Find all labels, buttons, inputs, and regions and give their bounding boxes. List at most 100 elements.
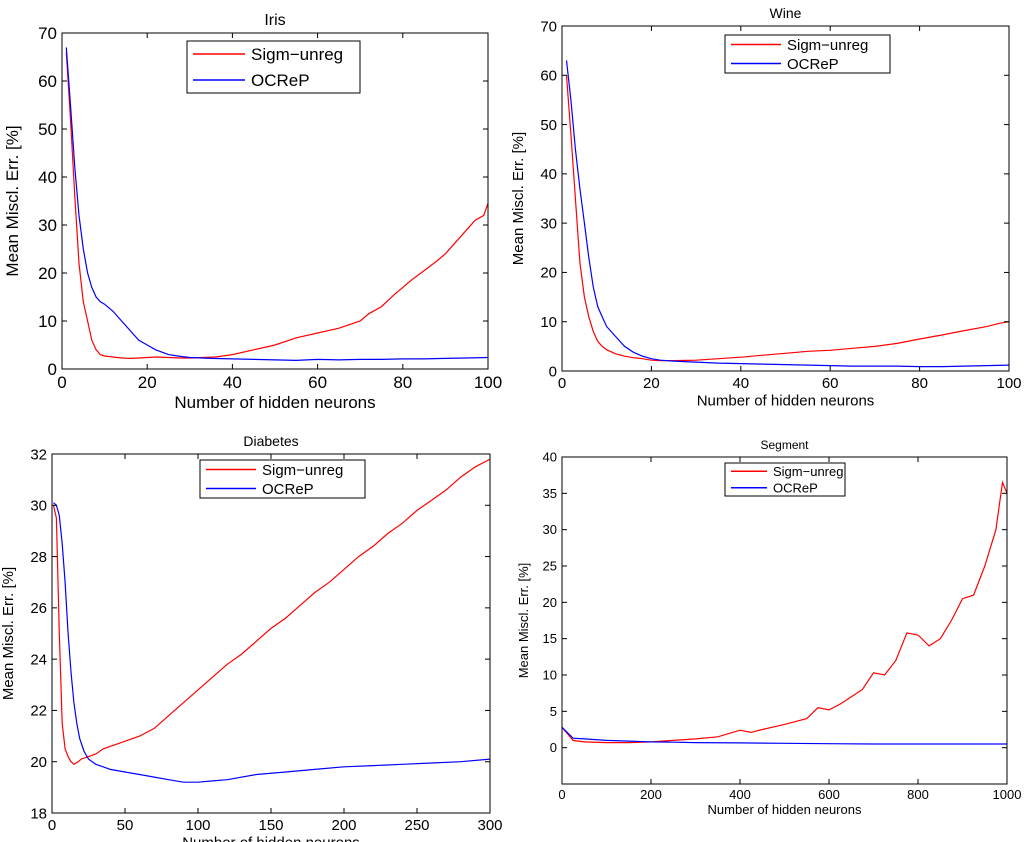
chart-wine: Wine 0 20 40 60 80 100 0 10 20 30 40 50 60 70 Number of… — [510, 5, 1022, 410]
chart-title: Diabetes — [243, 433, 298, 449]
x-tick-label: 150 — [258, 817, 283, 834]
x-tick-label: 250 — [404, 817, 429, 834]
y-tick-label: 10 — [38, 312, 57, 331]
x-axis-label: Number of hidden neurons — [697, 393, 875, 410]
y-tick-label: 10 — [540, 314, 557, 331]
y-tick-label: 18 — [30, 805, 47, 822]
y-tick-label: 15 — [543, 631, 557, 646]
x-tick-label: 0 — [558, 787, 565, 802]
series-line-ocrep — [53, 502, 490, 783]
axes-box — [51, 453, 491, 814]
y-tick-label: 0 — [550, 740, 557, 755]
x-tick-label: 40 — [732, 375, 749, 392]
y-tick-label: 30 — [38, 216, 57, 235]
chart-iris: Iris 0 20 40 60 80 100 0 10 20 30 40 50 60 70 Number of… — [3, 12, 502, 412]
y-tick-label: 25 — [543, 559, 557, 574]
series-line-ocrep — [565, 60, 1009, 368]
y-tick-label: 24 — [30, 651, 47, 668]
x-tick-label: 200 — [331, 817, 356, 834]
legend-box — [724, 34, 891, 74]
legend-label: OCReP — [251, 71, 310, 90]
chart-title: Segment — [760, 438, 809, 452]
legend-label: Sigm−unreg — [262, 462, 343, 479]
x-axis-label: Number of hidden neurons — [708, 802, 862, 817]
x-tick-label: 1000 — [993, 787, 1022, 802]
axes-box — [61, 32, 489, 370]
legend-box — [199, 459, 366, 499]
x-axis-label: Number of hidden neurons — [182, 835, 360, 842]
y-axis-label: Mean Miscl. Err. [%] — [3, 125, 22, 276]
y-tick-label: 32 — [30, 446, 47, 463]
y-tick-label: 40 — [38, 168, 57, 187]
axes-box — [561, 25, 1010, 372]
x-tick-label: 100 — [185, 817, 210, 834]
y-tick-label: 30 — [30, 498, 47, 515]
y-tick-label: 60 — [38, 72, 57, 91]
y-tick-label: 35 — [543, 486, 557, 501]
x-tick-label: 800 — [907, 787, 929, 802]
y-tick-label: 50 — [38, 120, 57, 139]
x-tick-label: 0 — [57, 373, 66, 392]
x-tick-label: 40 — [223, 373, 242, 392]
y-tick-label: 70 — [38, 24, 57, 43]
chart-segment: Segment 0 200 400 600 800 1000 0 5 10 15 20 25 30 35 40… — [516, 438, 1021, 817]
legend-label: OCReP — [787, 56, 839, 73]
y-tick-label: 60 — [540, 68, 557, 85]
y-tick-label: 30 — [540, 215, 557, 232]
x-tick-label: 80 — [911, 375, 928, 392]
y-tick-label: 40 — [543, 450, 557, 465]
y-axis-label: Mean Miscl. Err. [%] — [516, 563, 531, 679]
x-tick-label: 20 — [643, 375, 660, 392]
chart-title: Iris — [264, 12, 285, 29]
y-tick-label: 30 — [543, 522, 557, 537]
x-tick-label: 300 — [477, 817, 502, 834]
legend: Sigm−unreg OCReP — [199, 459, 366, 499]
series-line-sigm-unreg — [52, 458, 490, 766]
y-tick-label: 50 — [540, 117, 557, 134]
axes-box — [561, 456, 1008, 785]
x-tick-label: 100 — [474, 373, 502, 392]
x-tick-label: 20 — [138, 373, 157, 392]
y-tick-label: 70 — [540, 18, 557, 35]
chart-title: Wine — [770, 5, 802, 21]
x-tick-label: 0 — [558, 375, 566, 392]
legend-label: Sigm−unreg — [251, 45, 343, 64]
legend-box — [186, 40, 361, 94]
legend-box — [724, 462, 846, 497]
x-axis-label: Number of hidden neurons — [174, 393, 375, 412]
legend-label: OCReP — [262, 481, 314, 498]
y-tick-label: 28 — [30, 549, 47, 566]
series-line-ocrep — [65, 47, 488, 362]
y-axis-label: Mean Miscl. Err. [%] — [0, 567, 17, 700]
y-tick-label: 20 — [543, 595, 557, 610]
legend: Sigm−unreg OCReP — [186, 40, 361, 94]
series-line-sigm-unreg — [565, 75, 1009, 362]
x-tick-label: 600 — [818, 787, 840, 802]
series-line-ocrep — [562, 726, 1007, 745]
x-tick-label: 0 — [48, 817, 56, 834]
x-tick-label: 50 — [117, 817, 134, 834]
y-tick-label: 20 — [30, 754, 47, 771]
legend: Sigm−unreg OCReP — [724, 34, 891, 74]
legend-label: Sigm−unreg — [787, 37, 868, 54]
x-tick-label: 200 — [640, 787, 662, 802]
series-line-sigm-unreg — [562, 480, 1007, 744]
y-tick-label: 40 — [540, 166, 557, 183]
x-tick-label: 400 — [729, 787, 751, 802]
x-tick-label: 60 — [822, 375, 839, 392]
series-line-sigm-unreg — [65, 52, 488, 360]
y-tick-label: 22 — [30, 703, 47, 720]
y-tick-label: 20 — [540, 265, 557, 282]
y-tick-label: 26 — [30, 600, 47, 617]
chart-diabetes: Diabetes 0 50 100 150 200 250 300 18 20 22 24 26 28 30… — [0, 433, 503, 842]
y-tick-label: 10 — [543, 668, 557, 683]
y-tick-label: 20 — [38, 264, 57, 283]
x-tick-label: 100 — [996, 375, 1021, 392]
y-tick-label: 0 — [48, 360, 57, 379]
legend-label: Sigm−unreg — [773, 464, 843, 479]
legend-label: OCReP — [773, 480, 818, 495]
y-axis-label: Mean Miscl. Err. [%] — [510, 132, 527, 265]
x-tick-label: 80 — [393, 373, 412, 392]
